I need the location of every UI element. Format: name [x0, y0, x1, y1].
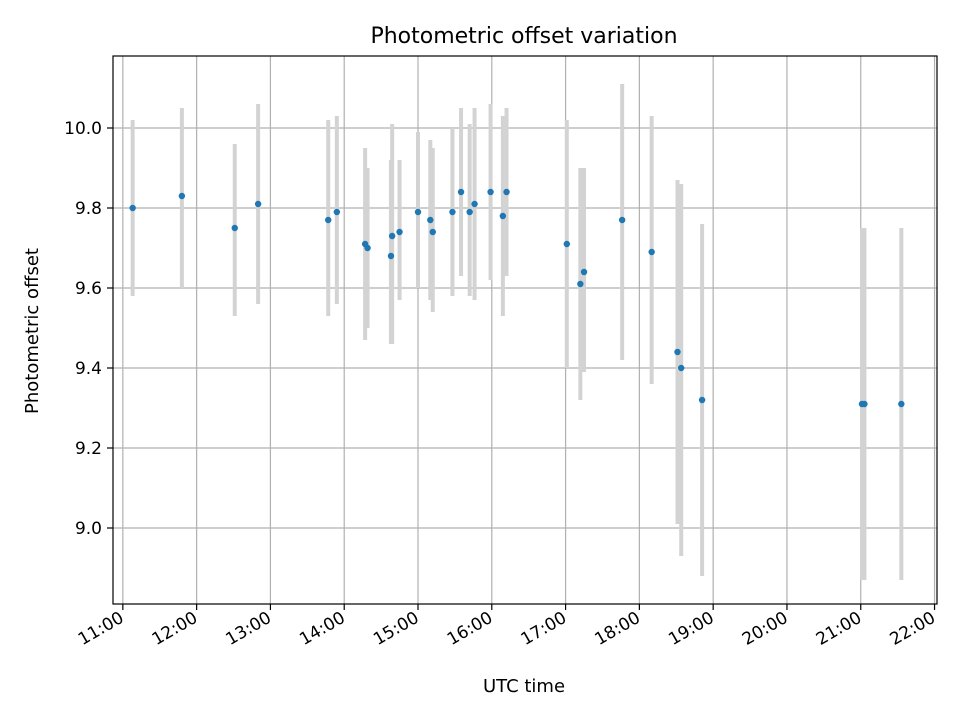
data-point — [580, 268, 588, 276]
x-tick-label: 20:00 — [739, 608, 791, 650]
data-point — [499, 212, 507, 220]
data-point — [674, 348, 681, 356]
x-tick-label: 12:00 — [149, 608, 201, 650]
data-point — [414, 208, 422, 216]
data-point — [503, 188, 510, 196]
x-tick-label: 19:00 — [665, 608, 717, 650]
data-point — [178, 192, 186, 200]
data-point — [677, 364, 685, 372]
y-tick-label: 9.4 — [75, 359, 102, 379]
y-tick-label: 9.8 — [75, 199, 102, 219]
chart-title: Photometric offset variation — [370, 24, 677, 49]
data-point — [254, 200, 262, 208]
data-point — [325, 216, 332, 224]
data-point — [427, 216, 434, 224]
y-tick-label: 10.0 — [64, 119, 102, 139]
data-point — [333, 208, 341, 216]
data-point — [457, 188, 465, 196]
data-point — [648, 248, 655, 256]
data-point — [487, 188, 494, 196]
y-tick-label: 9.6 — [75, 279, 102, 299]
data-point — [129, 204, 136, 212]
data-point — [861, 400, 868, 408]
x-tick-label: 21:00 — [813, 608, 865, 650]
data-point — [387, 252, 395, 260]
x-tick-label: 16:00 — [444, 608, 496, 650]
data-point — [449, 208, 456, 216]
data-point — [396, 228, 403, 236]
x-axis-label: UTC time — [483, 676, 565, 697]
error-bars — [130, 84, 904, 580]
data-point — [429, 228, 436, 236]
x-axis-ticks: 11:00 12:00 13:00 14:00 15:00 16:00 17:00 18:00… — [75, 604, 939, 650]
data-point — [471, 200, 478, 208]
x-tick-label: 13:00 — [222, 608, 274, 650]
data-point — [563, 240, 571, 248]
data-point — [698, 396, 706, 404]
y-axis-label: Photometric offset — [22, 248, 43, 414]
data-point — [898, 400, 905, 408]
plot-frame — [112, 55, 938, 605]
data-point — [577, 280, 584, 288]
x-tick-label: 17:00 — [518, 608, 570, 650]
data-point — [364, 244, 371, 252]
y-axis-ticks: 9.0 9.2 9.4 9.6 9.8 10.0 — [64, 119, 113, 539]
data-points — [129, 188, 905, 408]
x-tick-label: 11:00 — [75, 608, 127, 650]
data-point — [618, 216, 626, 224]
x-tick-label: 22:00 — [887, 608, 939, 650]
data-point — [388, 232, 396, 240]
data-point — [231, 224, 238, 232]
y-tick-label: 9.0 — [75, 519, 102, 539]
x-tick-label: 18:00 — [591, 608, 643, 650]
grid — [113, 56, 937, 604]
y-tick-label: 9.2 — [75, 439, 102, 459]
x-tick-label: 14:00 — [296, 608, 348, 650]
x-tick-label: 15:00 — [370, 608, 422, 650]
data-point — [466, 208, 473, 216]
